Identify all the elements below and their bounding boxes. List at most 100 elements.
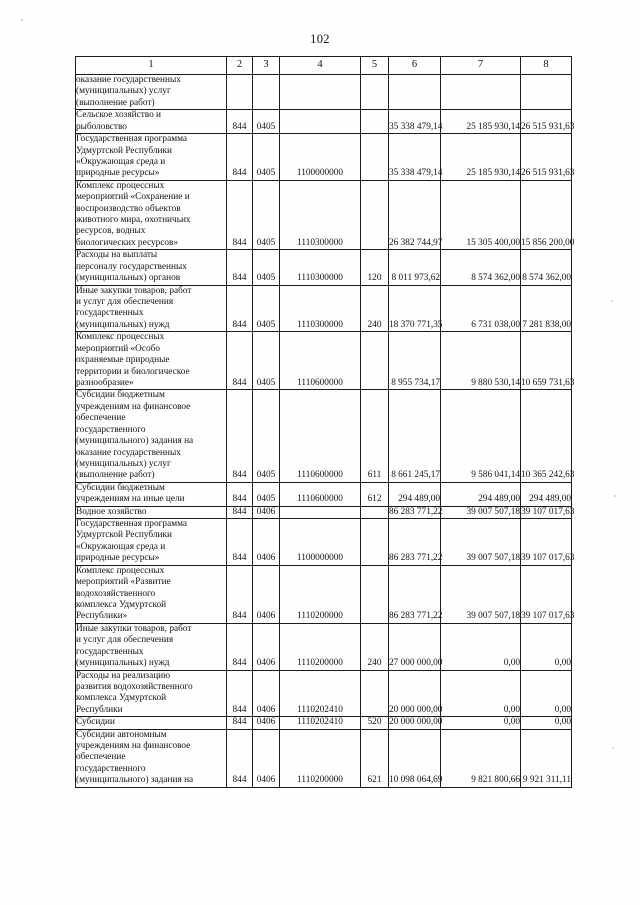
cell-chief-administrator: 844 (226, 716, 253, 730)
cell-expense-type: 612 (360, 481, 389, 507)
cell-section-subsection: 0405 (252, 331, 280, 391)
cell-chief-administrator: 844 (226, 622, 253, 671)
cell-expense-type: 240 (360, 284, 389, 333)
cell-expense-type (360, 133, 389, 181)
cell-expenditure-name: Водное хозяйство (75, 505, 227, 520)
column-header-4: 4 (279, 56, 361, 75)
cell-expenditure-name: Расходы на реализацию развития водохозяй… (75, 669, 227, 718)
cell-chief-administrator: 844 (226, 728, 253, 788)
cell-amount-7: 9 821 800,66 (440, 728, 521, 788)
column-header-5: 5 (360, 56, 389, 75)
cell-expense-type: 120 (360, 249, 389, 286)
table-row: Комплекс процессных мероприятий «Сохране… (75, 179, 574, 251)
table-header-row: 1 2 3 4 5 6 7 8 (75, 56, 572, 75)
cell-amount-8: 0,00 (520, 622, 572, 671)
scan-speck (21, 19, 23, 21)
cell-expense-type: 621 (360, 728, 389, 788)
cell-expenditure-name: Иные закупки товаров, работ и услуг для … (75, 284, 227, 333)
cell-expenditure-name: Субсидии бюджетным учреждениям на финанс… (75, 389, 227, 483)
cell-amount-8: 8 574 362,00 (520, 249, 572, 286)
cell-amount-7: 39 007 507,18 (440, 564, 521, 624)
cell-section-subsection: 0406 (252, 716, 280, 730)
cell-section-subsection: 0405 (252, 133, 280, 181)
cell-section-subsection: 0405 (252, 284, 280, 333)
cell-target-article: 1100000000 (279, 133, 361, 181)
cell-section-subsection: 0405 (252, 481, 280, 507)
budget-table-container: 1 2 3 4 5 6 7 8 оказание государственных… (75, 56, 574, 788)
cell-amount-6: 18 370 771,35 (388, 284, 442, 333)
column-header-1: 1 (75, 56, 227, 75)
cell-section-subsection: 0406 (252, 728, 280, 788)
cell-chief-administrator: 844 (226, 331, 253, 391)
cell-amount-8: 10 659 731,63 (520, 331, 574, 391)
table-row: Расходы на выплаты персоналу государстве… (75, 249, 572, 286)
cell-expense-type (360, 109, 389, 135)
column-header-7: 7 (440, 56, 521, 75)
table-row: Расходы на реализацию развития водохозяй… (75, 669, 572, 718)
cell-amount-6: 8 955 734,17 (388, 331, 441, 391)
cell-amount-7: 9 880 530,14 (440, 331, 521, 391)
cell-chief-administrator: 844 (226, 284, 253, 333)
cell-amount-6 (388, 73, 441, 111)
cell-chief-administrator: 844 (226, 133, 253, 181)
table-row: Субсидии 844 0406 1110202410 520 20 000 000,0… (75, 716, 572, 730)
column-header-3: 3 (252, 56, 280, 75)
cell-amount-8: 0,00 (520, 716, 572, 730)
cell-expense-type (360, 73, 389, 111)
cell-amount-7: 39 007 507,18 (440, 505, 521, 520)
table-row: Иные закупки товаров, работ и услуг для … (75, 622, 572, 671)
column-header-6: 6 (388, 56, 441, 75)
cell-amount-6: 20 000 000,00 (388, 669, 442, 718)
cell-amount-6: 26 382 744,97 (388, 179, 442, 251)
cell-amount-6: 294 489,00 (388, 481, 441, 507)
cell-amount-7: 15 305 400,00 (440, 179, 521, 251)
cell-section-subsection: 0405 (252, 389, 280, 483)
cell-section-subsection: 0406 (252, 505, 280, 520)
cell-target-article: 1110200000 (279, 622, 361, 671)
cell-section-subsection: 0405 (252, 109, 280, 135)
cell-section-subsection: 0406 (252, 669, 280, 718)
cell-amount-7: 294 489,00 (440, 481, 521, 507)
table-header: 1 2 3 4 5 6 7 8 (75, 56, 572, 75)
cell-target-article: 1110600000 (279, 481, 361, 507)
cell-target-article: 1110600000 (279, 331, 361, 391)
cell-target-article: 1110200000 (279, 564, 361, 624)
cell-chief-administrator: 844 (226, 109, 253, 135)
column-header-2: 2 (226, 56, 253, 75)
cell-amount-8: 26 515 931,63 (520, 133, 574, 181)
cell-chief-administrator: 844 (226, 518, 253, 566)
cell-expenditure-name: Комплекс процессных мероприятий «Сохране… (75, 179, 227, 251)
cell-chief-administrator: 844 (226, 249, 253, 286)
cell-chief-administrator: 844 (226, 481, 253, 507)
table-row: оказание государственных (муниципальных)… (75, 73, 572, 111)
cell-target-article (279, 109, 361, 135)
cell-expenditure-name: Комплекс процессных мероприятий «Развити… (75, 564, 227, 624)
cell-amount-8: 39 107 017,63 (520, 518, 574, 566)
table-row: Субсидии бюджетным учреждениям на финанс… (75, 389, 574, 483)
cell-target-article (279, 73, 361, 111)
cell-chief-administrator: 844 (226, 669, 253, 718)
cell-section-subsection: 0406 (252, 564, 280, 624)
cell-amount-7: 39 007 507,18 (440, 518, 521, 566)
cell-expenditure-name: Комплекс процессных мероприятий «Особо о… (75, 331, 227, 391)
cell-amount-7: 9 586 041,14 (440, 389, 521, 483)
cell-amount-7: 25 185 930,14 (440, 109, 521, 135)
cell-section-subsection: 0406 (252, 622, 280, 671)
cell-expense-type (360, 518, 389, 566)
cell-chief-administrator: 844 (226, 505, 253, 520)
table-row: Комплекс процессных мероприятий «Развити… (75, 564, 574, 624)
table-row: Сельское хозяйство и рыболовство 844 0405 3… (75, 109, 574, 135)
scan-speck (611, 300, 613, 302)
cell-amount-6: 35 338 479,14 (388, 133, 442, 181)
cell-amount-7: 0,00 (440, 716, 521, 730)
column-header-8: 8 (520, 56, 572, 75)
page-number: 102 (310, 32, 330, 46)
cell-expense-type (360, 179, 389, 251)
cell-expenditure-name: Сельское хозяйство и рыболовство (75, 109, 227, 135)
cell-section-subsection: 0405 (252, 249, 280, 286)
cell-chief-administrator: 844 (226, 564, 253, 624)
cell-expenditure-name: Государственная программа Удмуртской Рес… (75, 133, 227, 181)
budget-appropriations-table: 1 2 3 4 5 6 7 8 оказание государственных… (75, 56, 574, 788)
cell-expenditure-name: Расходы на выплаты персоналу государстве… (75, 249, 227, 286)
table-row: Субсидии автономным учреждениям на финан… (75, 728, 572, 788)
